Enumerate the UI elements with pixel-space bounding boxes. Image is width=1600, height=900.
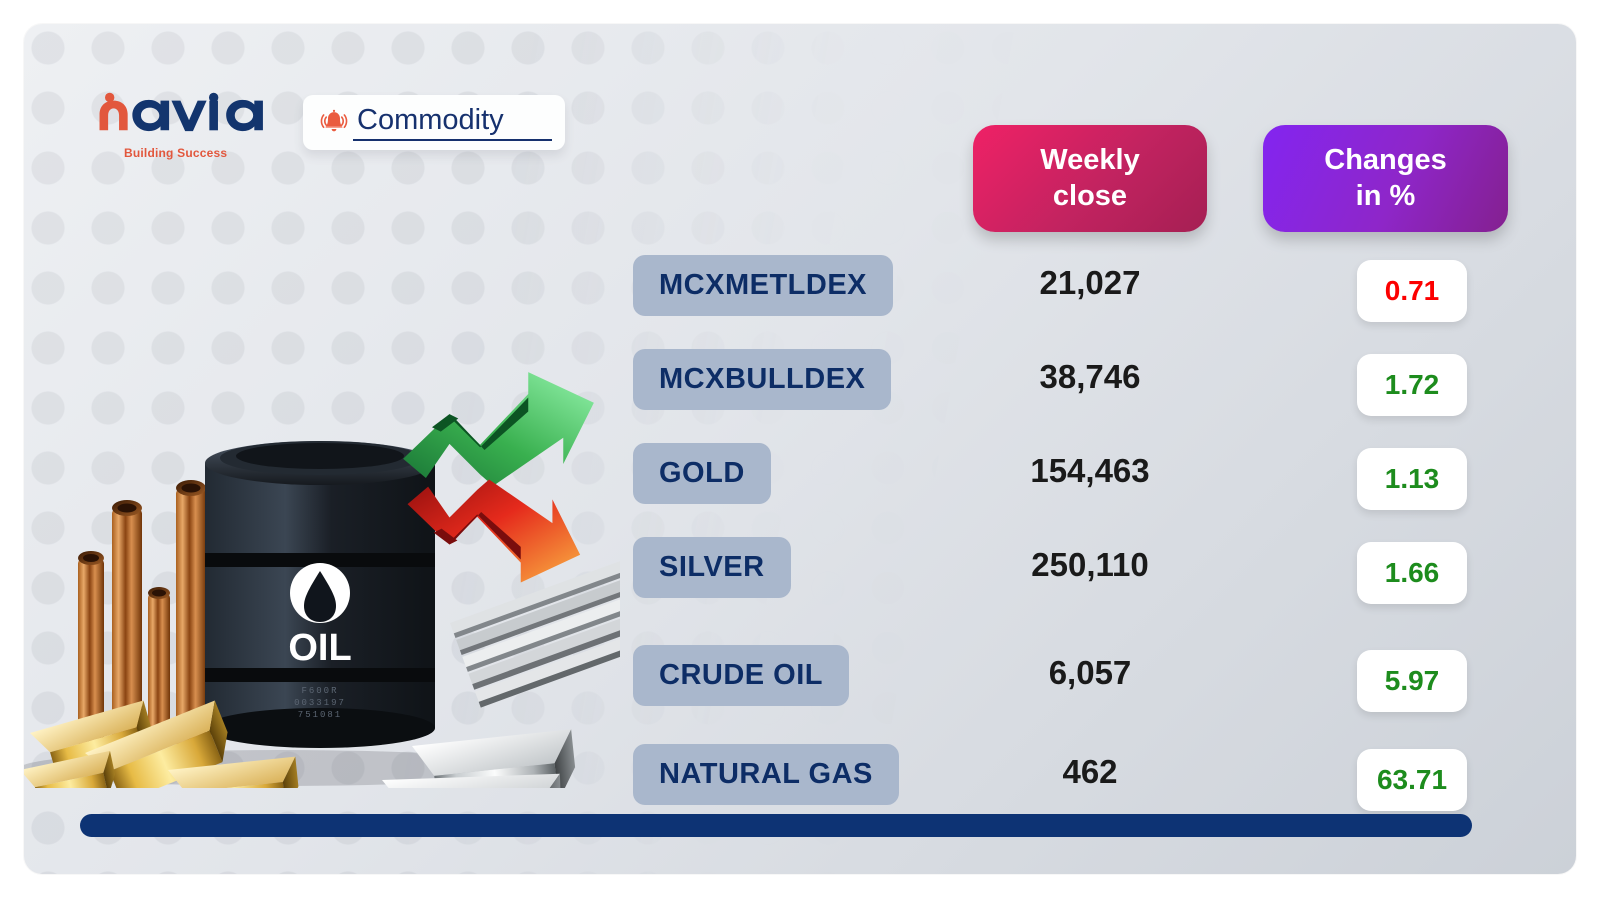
svg-text:OIL: OIL (288, 627, 351, 669)
svg-text:F600R: F600R (301, 686, 338, 696)
svg-text:751081: 751081 (298, 710, 342, 720)
svg-text:0033197: 0033197 (294, 698, 346, 708)
